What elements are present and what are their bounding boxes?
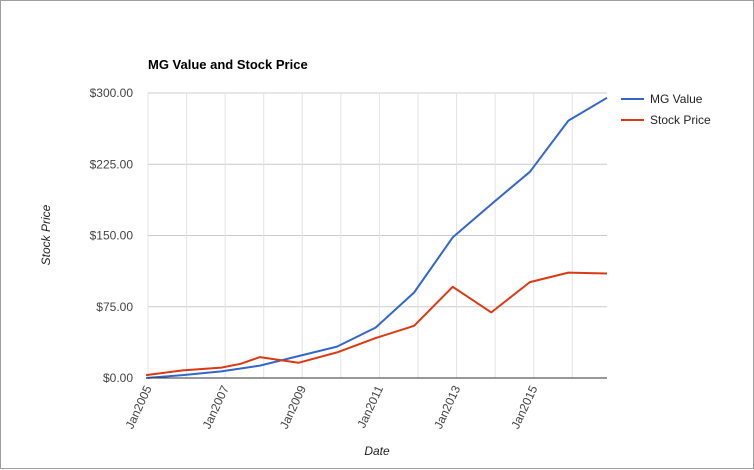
data-point-stock-price-6 — [335, 350, 339, 354]
x-axis-ticks: Jan2005 Jan2007 Jan2009 Jan2011 Jan2013 Jan20… — [123, 383, 541, 431]
data-point-stock-price-12 — [566, 271, 570, 275]
x-tick-label-5: Jan2015 — [508, 383, 540, 431]
data-point-mg-value-11 — [566, 119, 570, 123]
x-tick-label-4: Jan2013 — [431, 383, 463, 431]
data-point-mg-value-6 — [374, 326, 378, 330]
data-point-mg-value-10 — [528, 170, 532, 174]
data-point-stock-price-13 — [605, 272, 609, 276]
data-point-mg-value-5 — [335, 345, 339, 349]
series-line-mg-value — [146, 96, 608, 379]
data-point-stock-price-5 — [296, 361, 300, 365]
y-tick-label-3: $225.00 — [90, 157, 134, 171]
x-tick-label-0: Jan2005 — [123, 383, 155, 431]
x-tick-label-3: Jan2011 — [354, 383, 386, 430]
series-lines — [144, 96, 609, 379]
x-tick-label-2: Jan2009 — [277, 383, 309, 431]
data-point-stock-price-9 — [451, 285, 455, 289]
data-point-mg-value-9 — [489, 202, 493, 206]
grid — [147, 92, 607, 378]
y-axis-ticks: $0.00 $75.00 $150.00 $225.00 $300.00 — [90, 86, 134, 385]
data-point-stock-price-2 — [219, 366, 223, 370]
x-axis-title: Date — [364, 444, 390, 458]
y-tick-label-1: $75.00 — [96, 300, 133, 314]
data-point-stock-price-11 — [528, 280, 532, 284]
data-point-mg-value-12 — [605, 96, 609, 100]
legend-label-stock-price: Stock Price — [650, 113, 711, 127]
data-point-mg-value-8 — [451, 235, 455, 239]
data-point-stock-price-3 — [239, 362, 243, 366]
data-point-stock-price-1 — [181, 368, 185, 372]
data-point-stock-price-10 — [489, 310, 493, 314]
series-line-stock-price — [145, 271, 608, 377]
chart-title: MG Value and Stock Price — [148, 57, 308, 72]
data-point-mg-value-3 — [258, 364, 262, 368]
data-point-mg-value-2 — [219, 369, 223, 373]
legend-label-mg-value: MG Value — [650, 92, 703, 106]
y-tick-label-2: $150.00 — [90, 229, 134, 243]
y-tick-label-4: $300.00 — [90, 86, 134, 100]
data-point-mg-value-7 — [412, 291, 416, 295]
data-point-stock-price-8 — [412, 324, 416, 328]
data-point-mg-value-4 — [296, 354, 300, 358]
x-tick-label-1: Jan2007 — [200, 383, 232, 431]
data-point-mg-value-1 — [181, 373, 185, 377]
y-axis-title: Stock Price — [39, 204, 53, 265]
legend: MG Value Stock Price — [621, 92, 711, 127]
data-point-stock-price-7 — [374, 336, 378, 340]
data-point-stock-price-4 — [258, 355, 262, 359]
y-tick-label-0: $0.00 — [103, 371, 133, 385]
data-point-stock-price-0 — [144, 373, 148, 377]
